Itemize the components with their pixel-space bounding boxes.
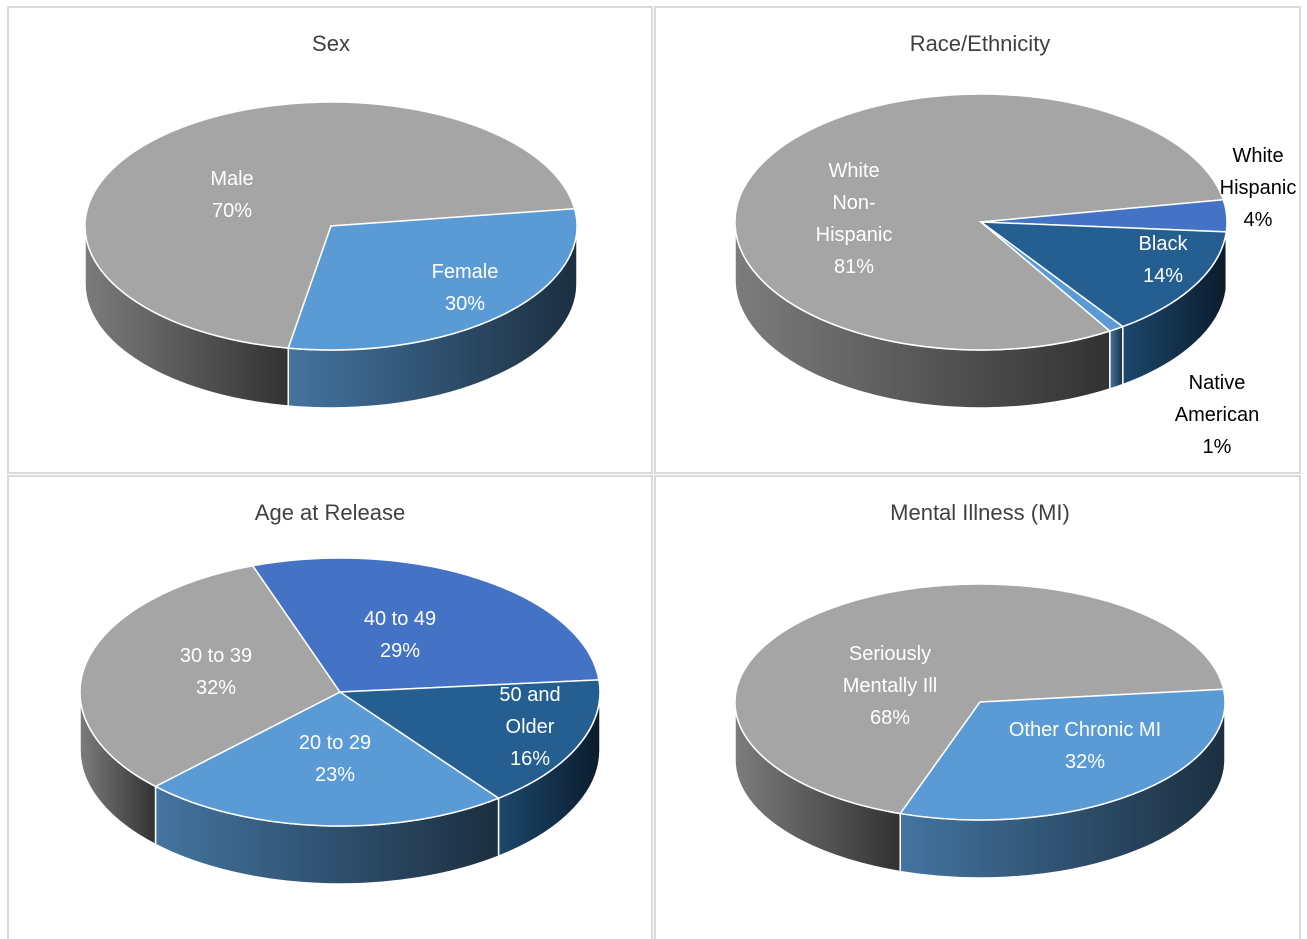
value-label: 30% <box>444 293 486 315</box>
value-label: 29% <box>379 640 421 662</box>
pie-slice <box>978 221 1228 328</box>
category-label: Female <box>431 261 499 283</box>
data-label: 40 to 49 29% <box>355 603 445 667</box>
data-label: 20 to 29 23% <box>290 727 380 791</box>
value-label: 81% <box>833 256 875 278</box>
value-label: 16% <box>509 748 551 770</box>
panel <box>654 475 1301 939</box>
chart-title: Race/Ethnicity <box>910 31 1051 56</box>
data-label: Seriously Mentally Ill 68% <box>825 638 955 734</box>
pie-slice <box>734 93 1225 351</box>
data-label: Other Chronic MI 32% <box>985 714 1185 778</box>
chart-title: Sex <box>312 31 350 56</box>
value-label: 32% <box>195 677 237 699</box>
panel <box>7 6 653 474</box>
value-label: 1% <box>1202 436 1232 458</box>
category-label: 30 to 39 <box>179 645 253 667</box>
category-label: Native American <box>1174 372 1260 426</box>
pie <box>79 557 601 885</box>
pie-slice <box>79 564 342 788</box>
pie <box>734 93 1228 409</box>
data-label: Female 30% <box>420 256 510 320</box>
data-label: Black 14% <box>1123 228 1203 292</box>
value-label: 23% <box>314 764 356 786</box>
pie-slice <box>734 583 1225 815</box>
chart-title: Mental Illness (MI) <box>890 500 1070 525</box>
pie-slice <box>898 688 1226 821</box>
value-label: 14% <box>1142 265 1184 287</box>
data-label: 50 and Older 16% <box>490 679 570 775</box>
pie-slice <box>251 557 600 693</box>
category-label: Other Chronic MI <box>1008 719 1162 741</box>
data-label: Native American 1% <box>1167 367 1267 463</box>
category-label: 40 to 49 <box>363 608 437 630</box>
value-label: 70% <box>211 200 253 222</box>
category-label: 50 and Older <box>499 684 561 738</box>
pie-slice <box>337 679 601 800</box>
category-label: Seriously Mentally Ill <box>842 643 938 697</box>
panel <box>654 6 1301 474</box>
value-label: 4% <box>1243 209 1273 231</box>
pie-slice <box>980 221 1125 332</box>
data-label: 30 to 39 32% <box>171 640 261 704</box>
pie-slice <box>84 101 576 349</box>
category-label: White Hispanic <box>1219 145 1297 199</box>
value-label: 68% <box>869 707 911 729</box>
panel <box>7 475 653 939</box>
data-label: Male 70% <box>192 163 272 227</box>
pie <box>734 583 1226 879</box>
pie <box>84 101 578 409</box>
pie-slice <box>153 691 501 827</box>
category-label: 20 to 29 <box>298 732 372 754</box>
category-label: Black <box>1138 233 1188 255</box>
chart-title: Age at Release <box>255 500 405 525</box>
pie-side <box>1109 325 1124 391</box>
pie-slice <box>287 207 578 351</box>
value-label: 32% <box>1064 751 1106 773</box>
data-label: White Hispanic 4% <box>1208 140 1307 236</box>
data-label: White Non-Hispanic 81% <box>807 155 902 283</box>
category-label: Male <box>210 168 254 190</box>
category-label: White Non-Hispanic <box>815 160 893 246</box>
